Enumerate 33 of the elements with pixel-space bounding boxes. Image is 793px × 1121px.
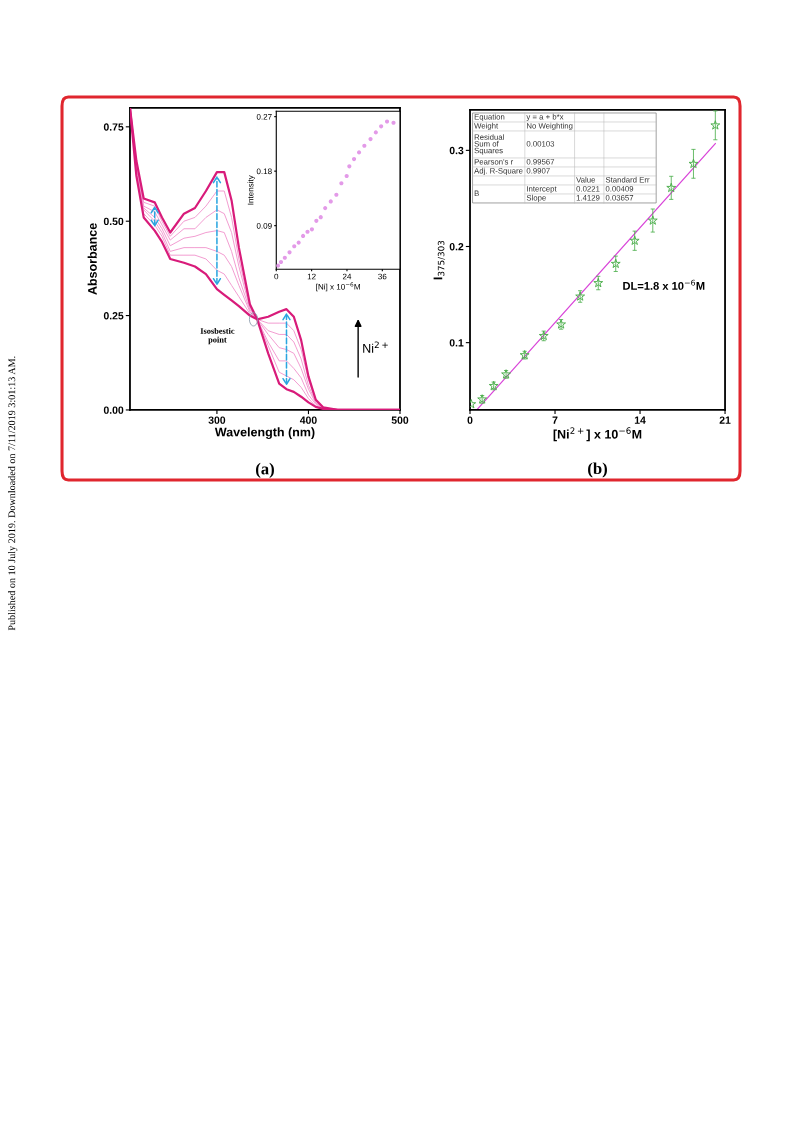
y-tick-label: 0.25 bbox=[103, 312, 124, 320]
annotation: DL=1.8 x 10$^{−6}$M bbox=[623, 279, 705, 290]
y-tick-label: 0.09 bbox=[256, 222, 272, 229]
y-tick-label: 0.3 bbox=[449, 146, 464, 155]
y-tick-label: 0.2 bbox=[449, 243, 464, 251]
x-tick-label: 21 bbox=[719, 416, 731, 424]
x-axis-title: Wavelength (nm) bbox=[214, 427, 315, 440]
y-tick-label: 0.18 bbox=[256, 168, 272, 175]
y-tick-label: 0.75 bbox=[103, 123, 124, 131]
x-tick-label: 36 bbox=[378, 273, 387, 280]
y-tick-label: 0.27 bbox=[256, 113, 272, 120]
text: Published on 10 July 2019. Downloaded on 7/11/2019 3:01:13 AM. bbox=[8, 356, 18, 631]
text: (a) bbox=[256, 462, 274, 478]
text: (b) bbox=[588, 462, 607, 478]
x-tick-label: 300 bbox=[208, 416, 226, 424]
x-axis-title: [Ni$^{2+}$] x 10$^{−6}$M bbox=[553, 427, 642, 442]
x-tick-label: 24 bbox=[342, 273, 352, 280]
y-axis-title: I$_{375/303}$ bbox=[433, 240, 446, 280]
x-tick-label: 14 bbox=[634, 416, 646, 424]
x-tick-label: 500 bbox=[391, 416, 409, 424]
x-tick-label: 400 bbox=[299, 416, 317, 424]
y-tick-label: 0.1 bbox=[449, 339, 464, 347]
x-tick-label: 12 bbox=[307, 273, 316, 280]
y-axis-title: Intensity bbox=[247, 175, 256, 205]
annotation: Ni$^{2+}$ bbox=[363, 341, 388, 353]
x-tick-label: 0 bbox=[274, 273, 279, 280]
y-tick-label: 0.00 bbox=[103, 406, 124, 414]
x-axis-title: [Ni] x 10$^{−6}$M bbox=[316, 282, 360, 292]
y-tick-label: 0.50 bbox=[103, 217, 124, 226]
y-axis-title: Absorbance bbox=[87, 223, 97, 295]
annotation: Isosbestic point bbox=[200, 327, 235, 345]
x-tick-label: 0 bbox=[467, 416, 473, 424]
x-tick-label: 7 bbox=[552, 416, 558, 424]
